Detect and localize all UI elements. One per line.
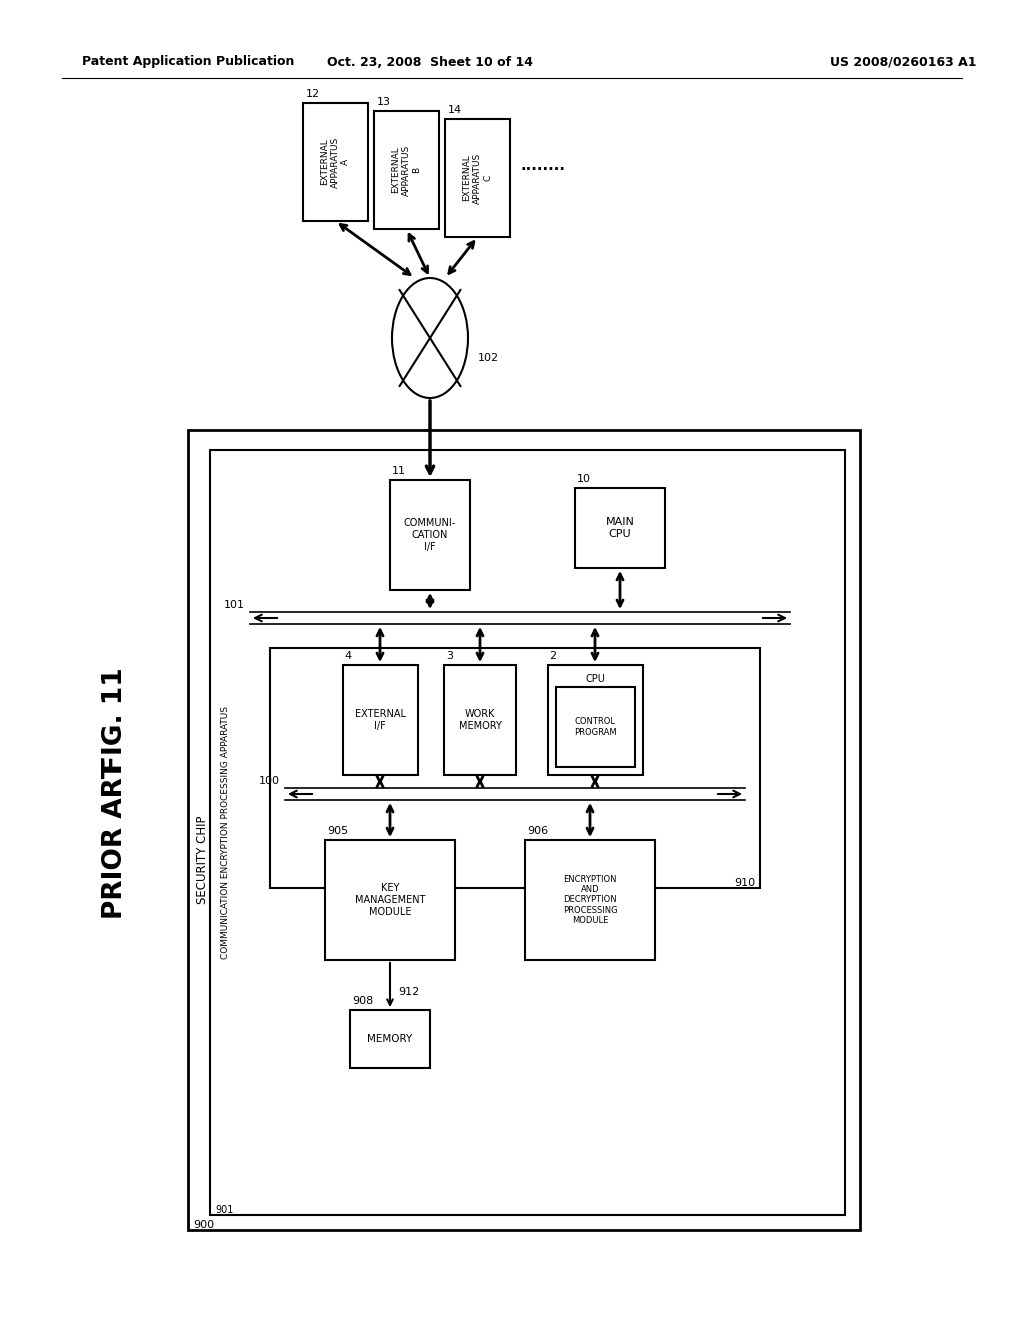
Text: Patent Application Publication: Patent Application Publication xyxy=(82,55,294,69)
Bar xyxy=(303,103,368,220)
Text: 13: 13 xyxy=(377,96,391,107)
Text: MAIN
CPU: MAIN CPU xyxy=(605,517,635,539)
Text: ........: ........ xyxy=(520,157,565,173)
Text: KEY
MANAGEMENT
MODULE: KEY MANAGEMENT MODULE xyxy=(354,883,425,916)
Text: EXTERNAL
APPARATUS
C: EXTERNAL APPARATUS C xyxy=(463,152,493,203)
Text: CONTROL
PROGRAM: CONTROL PROGRAM xyxy=(573,717,616,737)
Text: SECURITY CHIP: SECURITY CHIP xyxy=(196,816,209,904)
Text: 908: 908 xyxy=(352,997,374,1006)
Text: WORK
MEMORY: WORK MEMORY xyxy=(459,709,502,731)
Text: 102: 102 xyxy=(478,352,499,363)
Text: Oct. 23, 2008  Sheet 10 of 14: Oct. 23, 2008 Sheet 10 of 14 xyxy=(327,55,534,69)
Text: 14: 14 xyxy=(449,106,462,115)
Text: 900: 900 xyxy=(193,1220,214,1230)
Text: 3: 3 xyxy=(446,651,453,661)
Text: 901: 901 xyxy=(215,1205,233,1214)
Text: CPU: CPU xyxy=(585,675,605,684)
Text: 11: 11 xyxy=(392,466,406,477)
Bar xyxy=(548,665,642,775)
Text: 906: 906 xyxy=(527,826,548,836)
Bar xyxy=(350,1010,430,1068)
Bar xyxy=(325,840,455,960)
Text: FIG. 11: FIG. 11 xyxy=(102,667,128,774)
Text: 10: 10 xyxy=(577,474,591,484)
Text: 2: 2 xyxy=(550,651,557,661)
Bar xyxy=(342,665,418,775)
Bar xyxy=(270,648,760,888)
Bar xyxy=(444,665,516,775)
Ellipse shape xyxy=(392,279,468,399)
Text: 101: 101 xyxy=(224,601,245,610)
Bar xyxy=(575,488,665,568)
Bar xyxy=(188,430,860,1230)
Text: ENCRYPTION
AND
DECRYPTION
PROCESSING
MODULE: ENCRYPTION AND DECRYPTION PROCESSING MOD… xyxy=(562,875,617,925)
Text: EXTERNAL
APPARATUS
A: EXTERNAL APPARATUS A xyxy=(321,136,350,187)
Bar xyxy=(445,119,510,238)
Text: EXTERNAL
APPARATUS
B: EXTERNAL APPARATUS B xyxy=(391,144,422,195)
Text: PRIOR ART: PRIOR ART xyxy=(102,760,128,919)
Bar xyxy=(210,450,845,1214)
Text: 100: 100 xyxy=(259,776,280,785)
Bar xyxy=(374,111,439,228)
Text: EXTERNAL
I/F: EXTERNAL I/F xyxy=(354,709,406,731)
Bar xyxy=(390,480,470,590)
Text: COMMUNI-
CATION
I/F: COMMUNI- CATION I/F xyxy=(403,519,456,552)
Text: 912: 912 xyxy=(398,987,419,997)
Text: US 2008/0260163 A1: US 2008/0260163 A1 xyxy=(830,55,977,69)
Text: 905: 905 xyxy=(327,826,348,836)
Text: 4: 4 xyxy=(344,651,351,661)
Text: 12: 12 xyxy=(306,88,321,99)
Text: MEMORY: MEMORY xyxy=(368,1034,413,1044)
Text: COMMUNICATION ENCRYPTION PROCESSING APPARATUS: COMMUNICATION ENCRYPTION PROCESSING APPA… xyxy=(221,706,230,960)
Bar xyxy=(525,840,655,960)
Bar xyxy=(555,686,635,767)
Text: 910: 910 xyxy=(734,878,755,888)
